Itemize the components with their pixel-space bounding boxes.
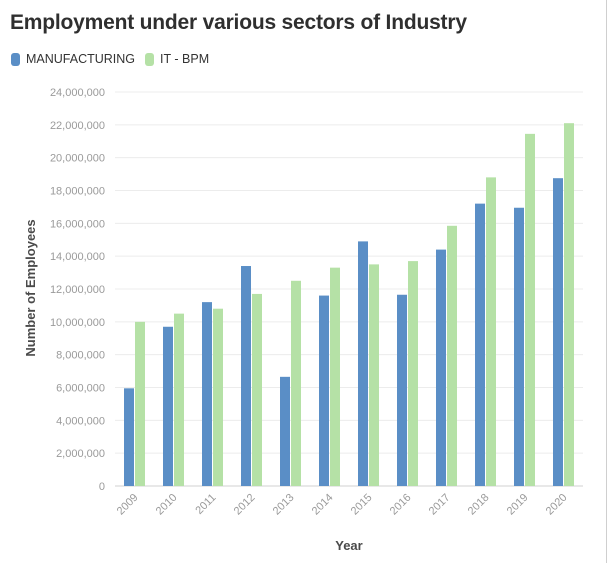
legend: MANUFACTURING IT - BPM	[11, 52, 219, 66]
bar-it-bpm-2015[interactable]	[369, 264, 379, 487]
bar-it-bpm-2016[interactable]	[408, 261, 418, 486]
legend-label-manufacturing: MANUFACTURING	[26, 52, 136, 66]
bar-manufacturing-2017[interactable]	[436, 249, 446, 486]
x-axis-ticks: 2009 2010 2011 2012 2013 2014 2015 2016 2017 2018…	[115, 492, 570, 518]
legend-swatch-it-bpm	[145, 52, 155, 66]
x-tick-label: 2009	[115, 492, 141, 518]
x-tick-label: 2020	[544, 492, 570, 518]
x-tick-label: 2011	[193, 492, 218, 517]
x-tick-label: 2014	[310, 492, 336, 518]
bar-it-bpm-2014[interactable]	[330, 267, 340, 486]
bar-manufacturing-2016[interactable]	[397, 294, 407, 486]
bar-manufacturing-2011[interactable]	[202, 302, 212, 486]
x-tick-label: 2015	[349, 492, 375, 518]
bar-manufacturing-2019[interactable]	[514, 207, 524, 487]
y-tick-label: 14,000,000	[50, 251, 105, 263]
bar-manufacturing-2013[interactable]	[280, 376, 290, 486]
bar-it-bpm-2010[interactable]	[174, 313, 184, 487]
x-tick-label: 2010	[154, 492, 180, 518]
legend-swatch-manufacturing	[11, 52, 20, 66]
bar-manufacturing-2020[interactable]	[553, 178, 563, 486]
y-tick-label: 0	[99, 481, 105, 493]
y-tick-label: 2,000,000	[56, 448, 105, 460]
bar-manufacturing-2010[interactable]	[163, 326, 173, 486]
y-axis-ticks: 0 2,000,000 4,000,000 6,000,000 8,000,000 10,…	[50, 87, 105, 493]
bar-it-bpm-2009[interactable]	[135, 321, 145, 486]
bar-it-bpm-2012[interactable]	[252, 293, 262, 486]
y-tick-label: 22,000,000	[50, 120, 105, 132]
bar-it-bpm-2018[interactable]	[486, 177, 496, 486]
y-tick-label: 18,000,000	[50, 186, 105, 198]
bar-manufacturing-2012[interactable]	[241, 266, 251, 486]
x-tick-label: 2013	[271, 492, 297, 518]
x-tick-label: 2019	[505, 492, 531, 518]
bars	[124, 123, 574, 487]
bar-manufacturing-2014[interactable]	[319, 295, 329, 486]
y-tick-label: 10,000,000	[50, 317, 105, 329]
x-tick-label: 2017	[427, 492, 453, 518]
y-tick-label: 20,000,000	[50, 153, 105, 165]
y-tick-label: 24,000,000	[50, 87, 105, 99]
legend-label-it-bpm: IT - BPM	[160, 52, 210, 66]
legend-item-it-bpm[interactable]: IT - BPM	[145, 52, 209, 66]
bar-it-bpm-2017[interactable]	[447, 225, 457, 487]
bar-it-bpm-2013[interactable]	[291, 280, 301, 486]
bar-manufacturing-2009[interactable]	[124, 388, 134, 486]
x-axis-title: Year	[335, 538, 362, 553]
y-tick-label: 4,000,000	[56, 415, 105, 427]
chart-title: Employment under various sectors of Indu…	[10, 11, 467, 34]
y-tick-label: 12,000,000	[50, 284, 105, 296]
x-tick-label: 2016	[388, 492, 414, 518]
bar-it-bpm-2019[interactable]	[525, 133, 535, 487]
bar-manufacturing-2018[interactable]	[475, 203, 485, 486]
bar-it-bpm-2011[interactable]	[213, 308, 223, 486]
bar-manufacturing-2015[interactable]	[358, 241, 368, 486]
legend-item-manufacturing[interactable]: MANUFACTURING	[11, 52, 135, 66]
y-tick-label: 8,000,000	[56, 350, 105, 362]
x-tick-label: 2012	[232, 492, 258, 518]
gridlines	[115, 91, 583, 487]
bar-it-bpm-2020[interactable]	[564, 123, 574, 486]
y-tick-label: 16,000,000	[50, 218, 105, 230]
x-tick-label: 2018	[466, 492, 492, 518]
y-axis-title: Number of Employees	[23, 219, 38, 356]
y-tick-label: 6,000,000	[56, 383, 105, 395]
